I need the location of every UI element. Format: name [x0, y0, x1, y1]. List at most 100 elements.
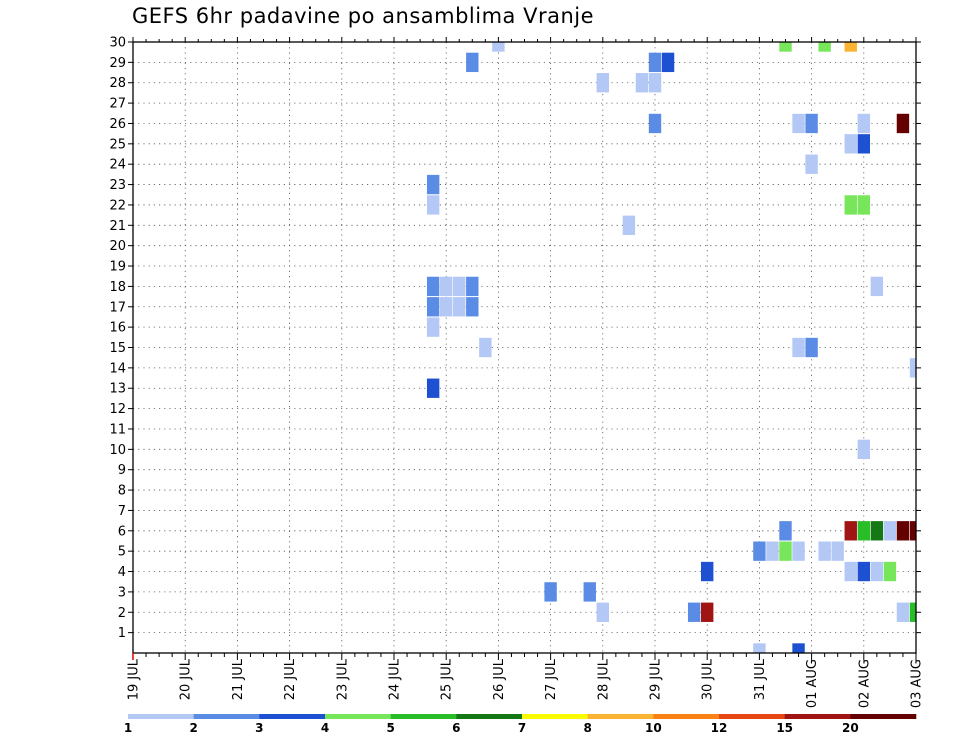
- heatmap-cell: [792, 541, 805, 561]
- heatmap-cell: [844, 561, 857, 582]
- y-tick-label: 23: [109, 178, 126, 193]
- colorbar-segment: [259, 714, 326, 719]
- heatmap-cell: [426, 195, 440, 215]
- y-tick-label: 20: [109, 239, 126, 254]
- heatmap-cell: [635, 73, 649, 93]
- chart-title: GEFS 6hr padavine po ansamblima Vranje: [132, 4, 595, 28]
- heatmap-cell: [596, 73, 609, 93]
- heatmap-cell: [466, 297, 479, 317]
- heatmap-cell: [883, 521, 897, 541]
- y-tick-label: 13: [109, 382, 126, 397]
- heatmap-cell: [440, 297, 453, 317]
- y-tick-label: 29: [109, 56, 126, 71]
- y-tick-label: 25: [109, 137, 126, 152]
- y-tick-label: 22: [109, 198, 126, 213]
- heatmap-cell: [453, 276, 466, 297]
- heatmap-cell: [805, 113, 818, 134]
- heatmap-cell: [857, 113, 870, 134]
- x-tick-label: 24 JUL: [388, 658, 403, 700]
- colorbar-segment: [390, 714, 457, 719]
- colorbar-label: 15: [776, 721, 793, 735]
- heatmap-cell: [583, 582, 596, 602]
- y-tick-label: 6: [118, 524, 126, 539]
- heatmap-cell: [426, 317, 440, 337]
- heatmap-cell: [857, 521, 870, 541]
- heatmap-cell: [648, 73, 662, 93]
- y-tick-label: 28: [109, 76, 126, 91]
- heatmap-cell: [453, 297, 466, 317]
- y-tick-label: 17: [109, 300, 126, 315]
- x-tick-label: 30 JUL: [701, 658, 716, 700]
- y-tick-label: 1: [118, 626, 126, 641]
- heatmap-cell: [687, 602, 701, 622]
- cells-layer: [426, 42, 916, 653]
- colorbar-label: 6: [452, 721, 460, 735]
- colorbar-segment: [456, 714, 523, 719]
- y-tick-label: 9: [118, 463, 126, 478]
- x-tick-label: 25 JUL: [440, 658, 455, 700]
- colorbar-segment: [325, 714, 391, 719]
- heatmap-cell: [818, 541, 831, 561]
- heatmap-cell: [753, 643, 766, 653]
- y-tick-label: 2: [118, 606, 126, 621]
- y-tick-label: 24: [109, 158, 126, 173]
- heatmap-cell: [909, 521, 916, 541]
- y-tick-label: 5: [118, 545, 126, 560]
- heatmap-cell: [870, 276, 884, 297]
- heatmap-cell: [857, 195, 870, 215]
- y-tick-label: 8: [118, 484, 126, 499]
- heatmap-cell: [466, 52, 479, 73]
- x-tick-label: 23 JUL: [335, 658, 350, 700]
- heatmap-cell: [479, 337, 492, 358]
- x-tick-label: 03 AUG: [910, 659, 925, 708]
- y-tick-label: 19: [109, 260, 126, 275]
- heatmap-cell: [753, 541, 766, 561]
- heatmap-cell: [426, 174, 440, 195]
- colorbar-label: 10: [645, 721, 662, 735]
- heatmap-cell: [596, 602, 609, 622]
- heatmap-cell: [805, 154, 818, 174]
- y-tick-label: 30: [109, 36, 126, 51]
- heatmap-cell: [466, 276, 479, 297]
- heatmap-cell: [883, 561, 897, 582]
- y-tick-label: 18: [109, 280, 126, 295]
- heatmap-cell: [792, 337, 805, 358]
- colorbar-label: 8: [583, 721, 591, 735]
- colorbar-segment: [719, 714, 785, 719]
- heatmap-cell: [896, 602, 910, 622]
- heatmap-cell: [492, 42, 505, 52]
- y-tick-label: 3: [118, 585, 126, 600]
- x-tick-label: 22 JUL: [283, 658, 298, 700]
- y-tick-label: 7: [118, 504, 126, 519]
- colorbar-segment: [522, 714, 588, 719]
- heatmap-cell: [622, 215, 636, 235]
- x-tick-label: 29 JUL: [649, 658, 664, 700]
- heatmap-cell: [844, 42, 857, 52]
- axis-layer: 1234567891011121314151617181920212223242…: [109, 36, 924, 709]
- heatmap-cell: [426, 378, 440, 398]
- colorbar-label: 4: [321, 721, 329, 735]
- heatmap-cell: [909, 358, 916, 378]
- heatmap-cell: [857, 561, 870, 582]
- heatmap-cell: [831, 541, 844, 561]
- heatmap-cell: [648, 52, 662, 73]
- colorbar-segment: [653, 714, 720, 719]
- colorbar-label: 1: [124, 721, 132, 735]
- x-tick-label: 01 AUG: [805, 659, 820, 708]
- colorbar-label: 20: [842, 721, 859, 735]
- y-tick-label: 16: [109, 321, 126, 336]
- x-tick-label: 27 JUL: [544, 658, 559, 700]
- y-tick-label: 21: [109, 219, 126, 234]
- heatmap-cell: [896, 521, 910, 541]
- heatmap-cell: [870, 521, 884, 541]
- heatmap-cell: [701, 602, 714, 622]
- x-tick-label: 20 JUL: [179, 658, 194, 700]
- colorbar-label: 12: [711, 721, 728, 735]
- y-tick-label: 14: [109, 361, 126, 376]
- heatmap-cell: [857, 439, 870, 460]
- colorbar-label: 7: [518, 721, 526, 735]
- heatmap-cell: [426, 297, 440, 317]
- y-tick-label: 27: [109, 97, 126, 112]
- colorbar-label: 2: [189, 721, 197, 735]
